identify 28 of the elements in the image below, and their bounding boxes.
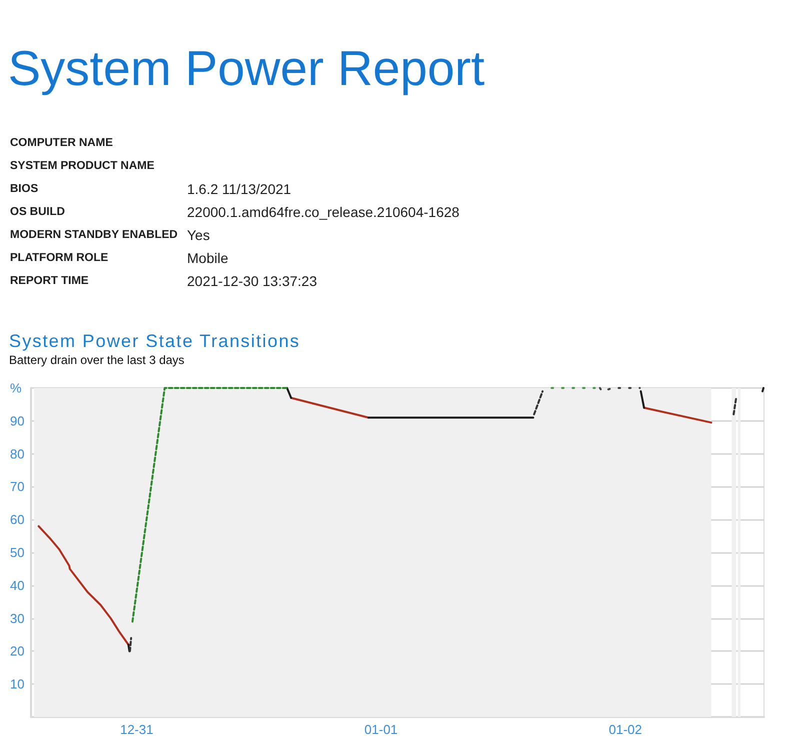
text: Mobile [187, 250, 228, 266]
category-label: MODERN STANDBY ENABLED [10, 228, 178, 243]
text: Yes [187, 227, 210, 243]
y-tick-label: 70 [10, 479, 24, 494]
text: 1.6.2 11/13/2021 [187, 181, 292, 197]
chart-subtitle: Battery drain over the last 3 days [9, 353, 184, 368]
text: 22000.1.amd64fre.co_release.210604-1628 [187, 204, 460, 220]
x-tick-label: 01-02 [608, 722, 642, 737]
category-label: BIOS [10, 182, 38, 197]
text: System Power Report [8, 41, 485, 97]
category-label: PLATFORM ROLE [10, 251, 108, 266]
chart-title: System Power State Transitions [9, 330, 300, 352]
category-label: OS BUILD [10, 205, 65, 220]
y-tick-label: 80 [10, 446, 24, 462]
y-tick-label: 10 [10, 676, 24, 692]
text: 2021-12-30 13:37:23 [187, 273, 317, 289]
y-tick-label: 40 [10, 578, 24, 593]
y-tick-label: 30 [10, 610, 24, 626]
x-tick-label: 01-01 [364, 722, 398, 737]
category-label: SYSTEM PRODUCT NAME [10, 159, 154, 174]
y-tick-label: 50 [10, 545, 24, 560]
y-tick-label: 90 [10, 413, 24, 428]
y-tick-label: % [10, 380, 22, 396]
y-tick-label: 20 [10, 644, 24, 659]
category-label: REPORT TIME [10, 274, 89, 289]
y-tick-label: 60 [10, 512, 24, 528]
x-tick-label: 12-31 [120, 722, 154, 737]
category-label: COMPUTER NAME [10, 136, 113, 151]
